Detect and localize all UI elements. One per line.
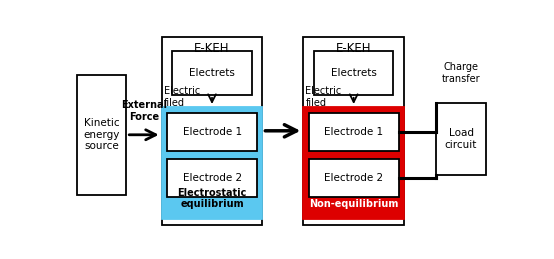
Text: Electrostatic
equilibrium: Electrostatic equilibrium: [177, 188, 247, 209]
Text: Electric
filed: Electric filed: [305, 86, 342, 108]
Bar: [303, 107, 404, 219]
Text: Electrets: Electrets: [189, 68, 235, 78]
Bar: [167, 113, 257, 151]
Text: Electrode 1: Electrode 1: [183, 127, 242, 137]
Text: E-KEH: E-KEH: [336, 41, 371, 55]
Text: Electrode 1: Electrode 1: [324, 127, 383, 137]
Bar: [162, 107, 263, 219]
Bar: [303, 37, 404, 225]
Text: Kinetic
energy
source: Kinetic energy source: [84, 118, 120, 151]
Bar: [77, 75, 126, 195]
Bar: [309, 113, 399, 151]
Bar: [309, 159, 399, 197]
Text: Electrets: Electrets: [331, 68, 377, 78]
Text: Electrode 2: Electrode 2: [183, 173, 242, 183]
Bar: [172, 51, 252, 95]
Text: Load
circuit: Load circuit: [445, 128, 477, 149]
Bar: [314, 51, 393, 95]
Bar: [437, 103, 486, 175]
Text: E-KEH: E-KEH: [194, 41, 230, 55]
Text: Charge
transfer: Charge transfer: [442, 62, 480, 84]
Bar: [162, 37, 263, 225]
Text: External
Force: External Force: [121, 100, 167, 122]
Bar: [167, 159, 257, 197]
Text: Electric
filed: Electric filed: [164, 86, 200, 108]
Text: Electrode 2: Electrode 2: [324, 173, 383, 183]
Text: Electrostatic
Non-equilibrium: Electrostatic Non-equilibrium: [309, 188, 398, 209]
